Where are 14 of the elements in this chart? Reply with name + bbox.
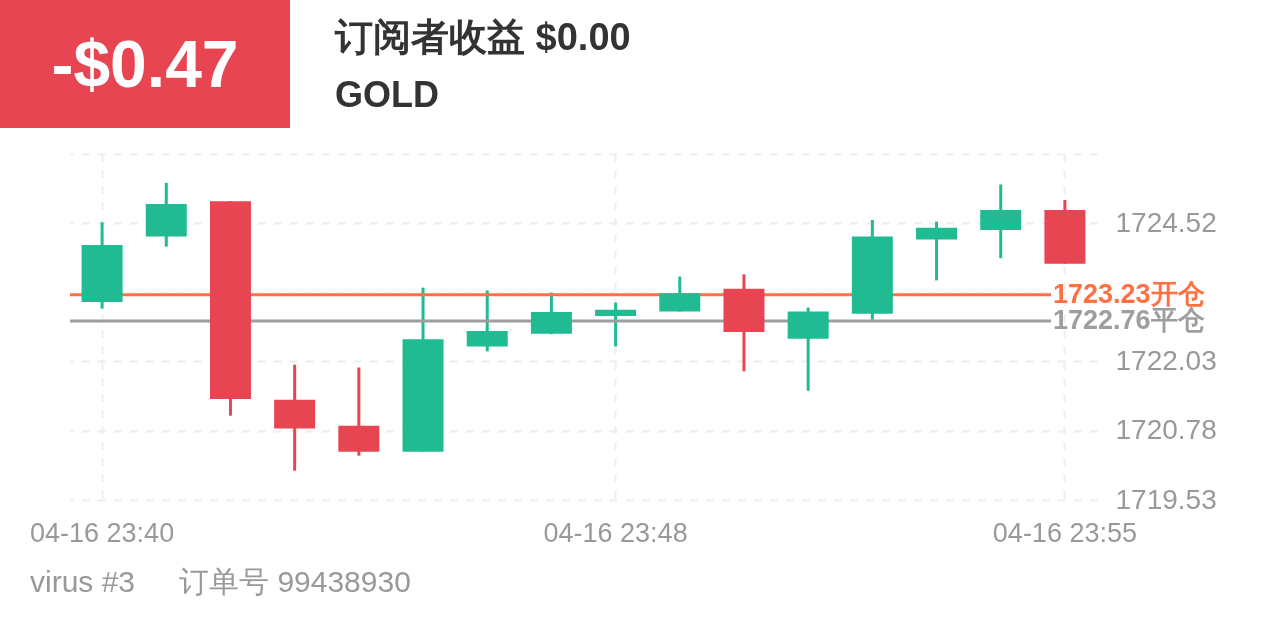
chart-title: 订阅者收益 $0.00 <box>335 15 631 60</box>
x-tick-label: 04-16 23:55 <box>992 517 1137 548</box>
text: -$0.47 <box>0 0 290 128</box>
y-tick-label: 1722.03 <box>1115 344 1217 376</box>
chart-subtitle: GOLD <box>335 74 439 116</box>
x-tick-label: 04-16 23:40 <box>30 517 175 548</box>
y-tick-label: 1720.78 <box>1115 414 1217 446</box>
candlestick <box>595 302 637 347</box>
y-tick-label: 1724.52 <box>1115 206 1217 238</box>
text: 订单号 99438930 <box>179 565 411 598</box>
candlestick <box>916 221 958 281</box>
x-tick-label: 04-16 23:48 <box>543 517 688 548</box>
text: virus #3 <box>30 565 136 598</box>
y-tick-label: 1719.53 <box>1115 483 1217 515</box>
